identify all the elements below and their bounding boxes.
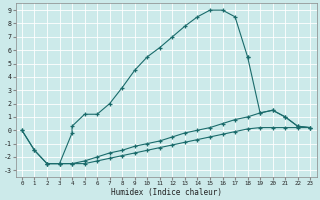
X-axis label: Humidex (Indice chaleur): Humidex (Indice chaleur) [111,188,221,197]
